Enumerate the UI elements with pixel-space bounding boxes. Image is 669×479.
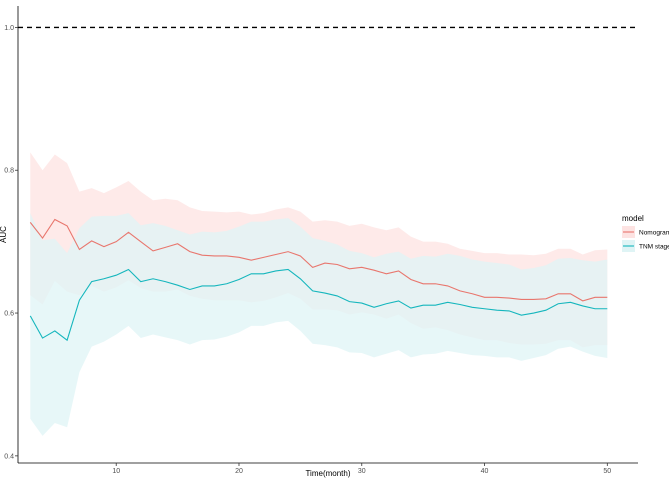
legend-title: model bbox=[622, 214, 644, 223]
y-axis-title: AUC bbox=[0, 226, 8, 243]
x-axis-title: Time(month) bbox=[305, 469, 350, 478]
y-tick-label: 0.4 bbox=[4, 453, 14, 460]
x-tick-label: 10 bbox=[112, 468, 120, 475]
tnm-stage-legend-label: TNM stage bbox=[639, 244, 669, 251]
tnm-stage-line bbox=[29, 268, 608, 342]
confidence-bands bbox=[30, 152, 608, 436]
nomogram-line bbox=[29, 218, 608, 302]
legend: model Nomogram TNM stage bbox=[622, 214, 669, 252]
tnm-stage-confidence-band bbox=[30, 213, 608, 436]
x-axis-ticks: 10 20 30 40 50 bbox=[112, 463, 611, 475]
x-tick-label: 50 bbox=[603, 468, 611, 475]
x-tick-label: 40 bbox=[481, 468, 489, 475]
x-tick-label: 30 bbox=[358, 468, 366, 475]
y-axis-ticks: 0.4 0.6 0.8 1.0 bbox=[4, 25, 18, 460]
nomogram-legend-label: Nomogram bbox=[639, 230, 669, 237]
series-lines bbox=[29, 218, 608, 342]
y-tick-label: 0.6 bbox=[4, 311, 14, 318]
y-tick-label: 0.8 bbox=[4, 168, 14, 175]
x-tick-label: 20 bbox=[235, 468, 243, 475]
y-tick-label: 1.0 bbox=[4, 25, 14, 32]
